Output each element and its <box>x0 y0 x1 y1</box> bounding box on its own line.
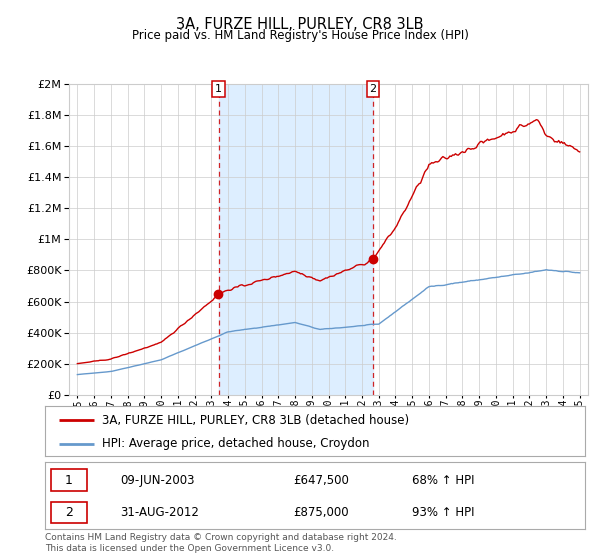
Text: Contains HM Land Registry data © Crown copyright and database right 2024.: Contains HM Land Registry data © Crown c… <box>45 533 397 542</box>
Text: 2: 2 <box>65 506 73 519</box>
Text: 68% ↑ HPI: 68% ↑ HPI <box>412 474 475 487</box>
Text: 09-JUN-2003: 09-JUN-2003 <box>121 474 195 487</box>
Text: £647,500: £647,500 <box>293 474 349 487</box>
Text: HPI: Average price, detached house, Croydon: HPI: Average price, detached house, Croy… <box>101 437 369 450</box>
Text: 93% ↑ HPI: 93% ↑ HPI <box>412 506 475 519</box>
Text: 3A, FURZE HILL, PURLEY, CR8 3LB (detached house): 3A, FURZE HILL, PURLEY, CR8 3LB (detache… <box>101 414 409 427</box>
FancyBboxPatch shape <box>52 469 86 491</box>
Text: 1: 1 <box>65 474 73 487</box>
Text: 31-AUG-2012: 31-AUG-2012 <box>121 506 199 519</box>
Text: 2: 2 <box>370 84 377 94</box>
Text: Price paid vs. HM Land Registry's House Price Index (HPI): Price paid vs. HM Land Registry's House … <box>131 29 469 42</box>
Bar <box>218 84 373 395</box>
Text: £875,000: £875,000 <box>293 506 349 519</box>
Text: This data is licensed under the Open Government Licence v3.0.: This data is licensed under the Open Gov… <box>45 544 334 553</box>
Text: 1: 1 <box>215 84 222 94</box>
FancyBboxPatch shape <box>52 502 86 523</box>
Text: 3A, FURZE HILL, PURLEY, CR8 3LB: 3A, FURZE HILL, PURLEY, CR8 3LB <box>176 17 424 32</box>
